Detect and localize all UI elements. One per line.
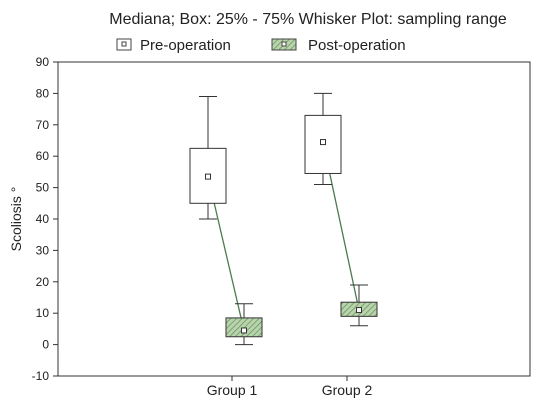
y-axis-label: Scoliosis ° (8, 187, 24, 252)
legend: Pre-operation Post-operation (116, 37, 406, 54)
x-axis: Group 1 Group 2 (207, 376, 373, 398)
y-axis: -10 0 10 20 30 40 50 60 70 80 90 (32, 55, 58, 383)
y-tick-label: -10 (32, 369, 50, 383)
x-tick-label: Group 1 (207, 382, 258, 398)
y-tick-label: 10 (36, 306, 50, 320)
y-tick-label: 60 (36, 149, 50, 163)
legend-marker-post-operation (281, 41, 287, 47)
y-tick-label: 90 (36, 55, 50, 69)
y-tick-label: 0 (42, 338, 49, 352)
y-tick-label: 20 (36, 275, 50, 289)
median-marker (241, 327, 247, 334)
post-operation-box-1 (225, 303, 263, 346)
pre-operation-box-2 (304, 92, 342, 185)
y-tick-label: 70 (36, 118, 50, 132)
y-tick-label: 30 (36, 243, 50, 257)
x-tick-label: Group 2 (322, 382, 373, 398)
y-tick-label: 40 (36, 212, 50, 226)
legend-label-pre-operation: Pre-operation (140, 37, 231, 54)
plot-area (57, 61, 531, 377)
y-tick-label: 50 (36, 181, 50, 195)
legend-marker-pre-operation (121, 41, 127, 47)
iqr-box (225, 317, 263, 338)
legend-label-post-operation: Post-operation (308, 37, 406, 54)
median-marker (356, 307, 362, 314)
pre-operation-box-1 (189, 96, 227, 220)
chart-title: Mediana; Box: 25% - 75% Whisker Plot: sa… (109, 11, 507, 28)
y-tick-label: 80 (36, 86, 50, 100)
median-marker (320, 139, 326, 146)
box-series (189, 92, 378, 346)
post-operation-box-2 (340, 284, 378, 327)
median-marker (205, 173, 211, 180)
